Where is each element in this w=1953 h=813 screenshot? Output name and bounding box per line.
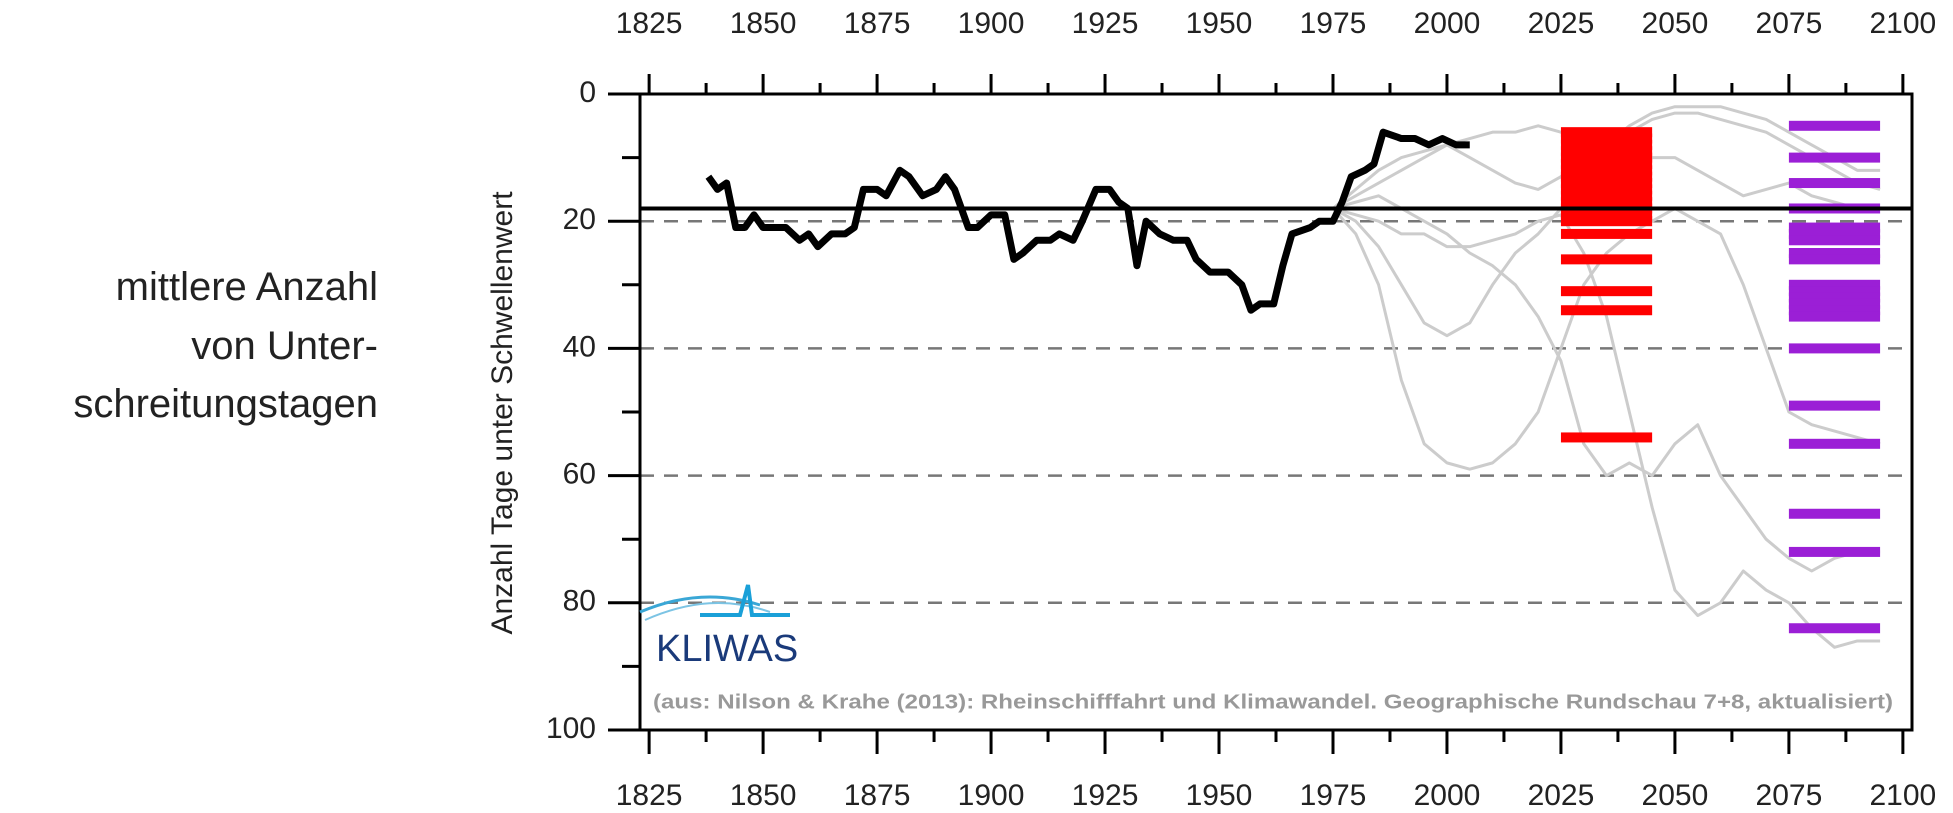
range-bar bbox=[1788, 235, 1881, 246]
x-tick-label: 2075 bbox=[1756, 779, 1823, 812]
range-bar bbox=[1560, 184, 1653, 195]
x-tick-label: 1875 bbox=[844, 7, 911, 40]
range-bar bbox=[1788, 508, 1881, 519]
range-bar bbox=[1560, 165, 1653, 176]
x-tick-label: 2000 bbox=[1414, 7, 1481, 40]
x-tick-label: 1950 bbox=[1186, 779, 1253, 812]
range-bar bbox=[1788, 311, 1881, 322]
range-bar bbox=[1788, 546, 1881, 557]
observed-line bbox=[705, 128, 1470, 314]
range-bar bbox=[1788, 438, 1881, 449]
range-bar bbox=[1560, 158, 1653, 169]
x-tick-label: 2000 bbox=[1414, 779, 1481, 812]
x-tick-label: 1925 bbox=[1072, 7, 1139, 40]
x-tick-label: 2100 bbox=[1870, 7, 1937, 40]
range-bar bbox=[1560, 254, 1653, 265]
projection-line bbox=[1332, 194, 1881, 573]
x-tick-label: 1850 bbox=[730, 779, 797, 812]
plot-frame bbox=[638, 92, 1914, 732]
x-tick-label: 1825 bbox=[616, 779, 683, 812]
range-bar bbox=[1788, 120, 1881, 131]
logo: KLIWAS bbox=[639, 584, 798, 670]
range-bar bbox=[1560, 127, 1653, 138]
x-tick-label: 1975 bbox=[1300, 7, 1367, 40]
range-bar bbox=[1560, 178, 1653, 189]
projection-line bbox=[1332, 207, 1881, 649]
x-tick-label: 2100 bbox=[1870, 779, 1937, 812]
range-bar bbox=[1560, 171, 1653, 182]
x-tick-label: 1900 bbox=[958, 779, 1025, 812]
x-tick-label: 2050 bbox=[1642, 779, 1709, 812]
projection-line bbox=[1331, 206, 1881, 471]
range-bar bbox=[1788, 228, 1881, 239]
range-bar bbox=[1788, 292, 1881, 303]
side-label: von Unter- bbox=[191, 324, 378, 368]
range-bar bbox=[1560, 190, 1653, 201]
side-label: mittlere Anzahl bbox=[116, 265, 378, 309]
source-note: (aus: Nilson & Krahe (2013): Rheinschiff… bbox=[653, 691, 1893, 713]
range-bar bbox=[1788, 298, 1881, 309]
range-bar bbox=[1788, 305, 1881, 316]
x-tick-label: 1850 bbox=[730, 7, 797, 40]
y-tick-label: 0 bbox=[579, 76, 596, 109]
range-bar bbox=[1560, 216, 1653, 227]
range-bar bbox=[1560, 305, 1653, 316]
range-bar bbox=[1788, 254, 1881, 265]
y-tick-label: 60 bbox=[563, 458, 596, 491]
range-bar bbox=[1560, 133, 1653, 144]
x-tick-label: 1900 bbox=[958, 7, 1025, 40]
y-tick-label: 100 bbox=[546, 712, 596, 745]
range-bar bbox=[1560, 286, 1653, 297]
range-bar bbox=[1560, 209, 1653, 220]
x-tick-label: 2025 bbox=[1528, 779, 1595, 812]
x-tick-label: 1950 bbox=[1186, 7, 1253, 40]
range-bar bbox=[1560, 197, 1653, 208]
logo-text: KLIWAS bbox=[656, 628, 798, 670]
range-bar bbox=[1788, 178, 1881, 189]
plot-area: 1825 1825 1850 1850 1875 1875 1900 1900 1925 1925… bbox=[546, 7, 1936, 812]
range-bar bbox=[1560, 432, 1653, 443]
x-tick-label: 1975 bbox=[1300, 779, 1367, 812]
range-bar bbox=[1788, 222, 1881, 233]
x-tick-label: 1875 bbox=[844, 779, 911, 812]
x-tick-label: 1925 bbox=[1072, 779, 1139, 812]
y-tick-label: 80 bbox=[563, 585, 596, 618]
range-bar bbox=[1560, 228, 1653, 239]
x-tick-label: 1825 bbox=[616, 7, 683, 40]
range-bar bbox=[1560, 152, 1653, 163]
side-label: schreitungstagen bbox=[73, 382, 378, 426]
x-tick-label: 2025 bbox=[1528, 7, 1595, 40]
range-bar bbox=[1788, 623, 1881, 634]
y-tick-label: 40 bbox=[563, 330, 596, 363]
y-axis-title: Anzahl Tage unter Schwellenwert bbox=[486, 191, 519, 635]
y-tick-label: 20 bbox=[563, 203, 596, 236]
range-bar bbox=[1788, 152, 1881, 163]
x-tick-label: 2075 bbox=[1756, 7, 1823, 40]
range-bar bbox=[1788, 248, 1881, 258]
range-bar bbox=[1560, 146, 1653, 157]
range-bar bbox=[1788, 343, 1881, 354]
x-tick-label: 2050 bbox=[1642, 7, 1709, 40]
range-bar bbox=[1788, 400, 1881, 411]
range-bar bbox=[1788, 279, 1881, 290]
range-bar bbox=[1560, 139, 1653, 150]
range-bar bbox=[1788, 286, 1881, 297]
